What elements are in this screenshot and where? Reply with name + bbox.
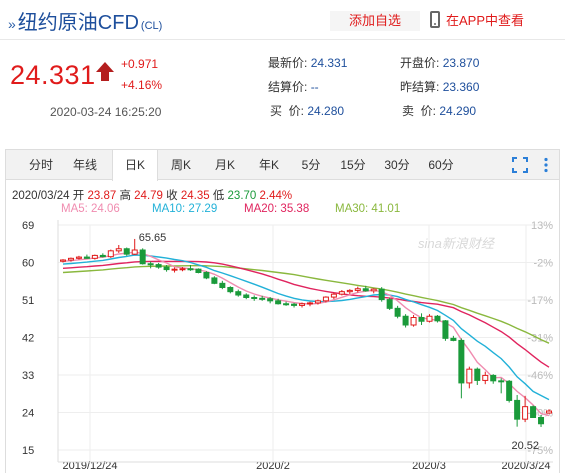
fullscreen-icon[interactable] (512, 157, 528, 173)
ma5-label: MA5: 24.06 (61, 203, 120, 215)
prev-settle-label: 昨结算: (400, 80, 440, 94)
double-chevron-icon: » (8, 16, 16, 32)
ma20-label: MA20: 35.38 (244, 203, 310, 215)
price-change-percent: +4.16% (121, 78, 163, 92)
tab-weekly-k[interactable]: 周K (170, 158, 191, 172)
settle-price-row: 结算价: -- (268, 78, 319, 95)
ma30-label: MA30: 41.01 (335, 203, 401, 215)
info-open-label: 开 (72, 190, 85, 202)
ask-price-row: 卖 价: 24.290 (402, 102, 476, 119)
phone-icon (430, 11, 440, 28)
header: » 纽约原油CFD (CL) 添加自选 在APP中查看 (0, 0, 565, 40)
add-watchlist-button[interactable]: 添加自选 (330, 11, 420, 31)
open-price-row: 开盘价: 23.870 (400, 54, 479, 71)
open-in-app-button[interactable]: 在APP中查看 (430, 10, 524, 29)
tab-yearly-k[interactable]: 年K (258, 158, 279, 172)
info-close: 24.35 (180, 190, 210, 202)
latest-price-row: 最新价: 24.331 (268, 54, 347, 71)
latest-price-label: 最新价: (268, 56, 308, 70)
open-in-app-label: 在APP中查看 (446, 13, 525, 28)
up-arrow-icon (96, 62, 114, 72)
tab-5min[interactable]: 5分 (301, 158, 321, 172)
chart-panel: 分时 年线 日K 周K 月K 年K 5分 15分 30分 60分 2020/03… (5, 149, 560, 473)
period-tabs: 分时 年线 日K 周K 月K 年K 5分 15分 30分 60分 (6, 150, 559, 181)
prev-settle-row: 昨结算: 23.360 (400, 78, 479, 95)
tab-15min[interactable]: 15分 (340, 158, 366, 172)
info-pct: 2.44% (259, 190, 293, 202)
tab-30min[interactable]: 30分 (384, 158, 410, 172)
bid-price-row: 买 价: 24.280 (270, 102, 344, 119)
info-high: 24.79 (134, 190, 163, 202)
bid-price-label: 买 价: (270, 104, 305, 118)
info-high-label: 高 (119, 190, 131, 202)
info-date: 2020/03/24 (12, 190, 70, 202)
ticker-code: (CL) (140, 20, 163, 32)
tab-monthly-k[interactable]: 月K (214, 158, 235, 172)
ask-price-label: 卖 价: (402, 104, 437, 118)
info-low: 23.70 (227, 190, 257, 202)
settle-price-label: 结算价: (268, 80, 308, 94)
tab-year-line[interactable]: 年线 (72, 158, 97, 172)
up-arrow-icon-stem (101, 72, 109, 81)
more-icon[interactable] (538, 157, 554, 173)
quote-timestamp: 2020-03-24 16:25:20 (50, 105, 162, 119)
ohlc-info: 2020/03/24 开 23.87 高 24.79 收 24.35 低 23.… (12, 187, 292, 203)
price-change: +0.971 (121, 57, 159, 71)
settle-price-value: -- (310, 80, 319, 94)
open-price-value: 23.870 (442, 56, 480, 70)
page-title: 纽约原油CFD (17, 12, 139, 34)
tab-timeshare[interactable]: 分时 (28, 158, 53, 172)
bid-price-value: 24.280 (307, 104, 345, 118)
info-low-label: 低 (212, 190, 225, 202)
open-price-label: 开盘价: (400, 56, 440, 70)
ma10-label: MA10: 27.29 (152, 203, 218, 215)
last-price: 24.331 (10, 60, 96, 90)
info-close-label: 收 (166, 190, 178, 202)
title-wrap: » 纽约原油CFD (CL) (8, 6, 162, 35)
tab-60min[interactable]: 60分 (428, 158, 454, 172)
latest-price-value: 24.331 (310, 56, 348, 70)
info-open: 23.87 (87, 190, 117, 202)
prev-settle-value: 23.360 (442, 80, 480, 94)
tab-daily-k[interactable]: 日K (112, 150, 158, 181)
ask-price-value: 24.290 (439, 104, 477, 118)
